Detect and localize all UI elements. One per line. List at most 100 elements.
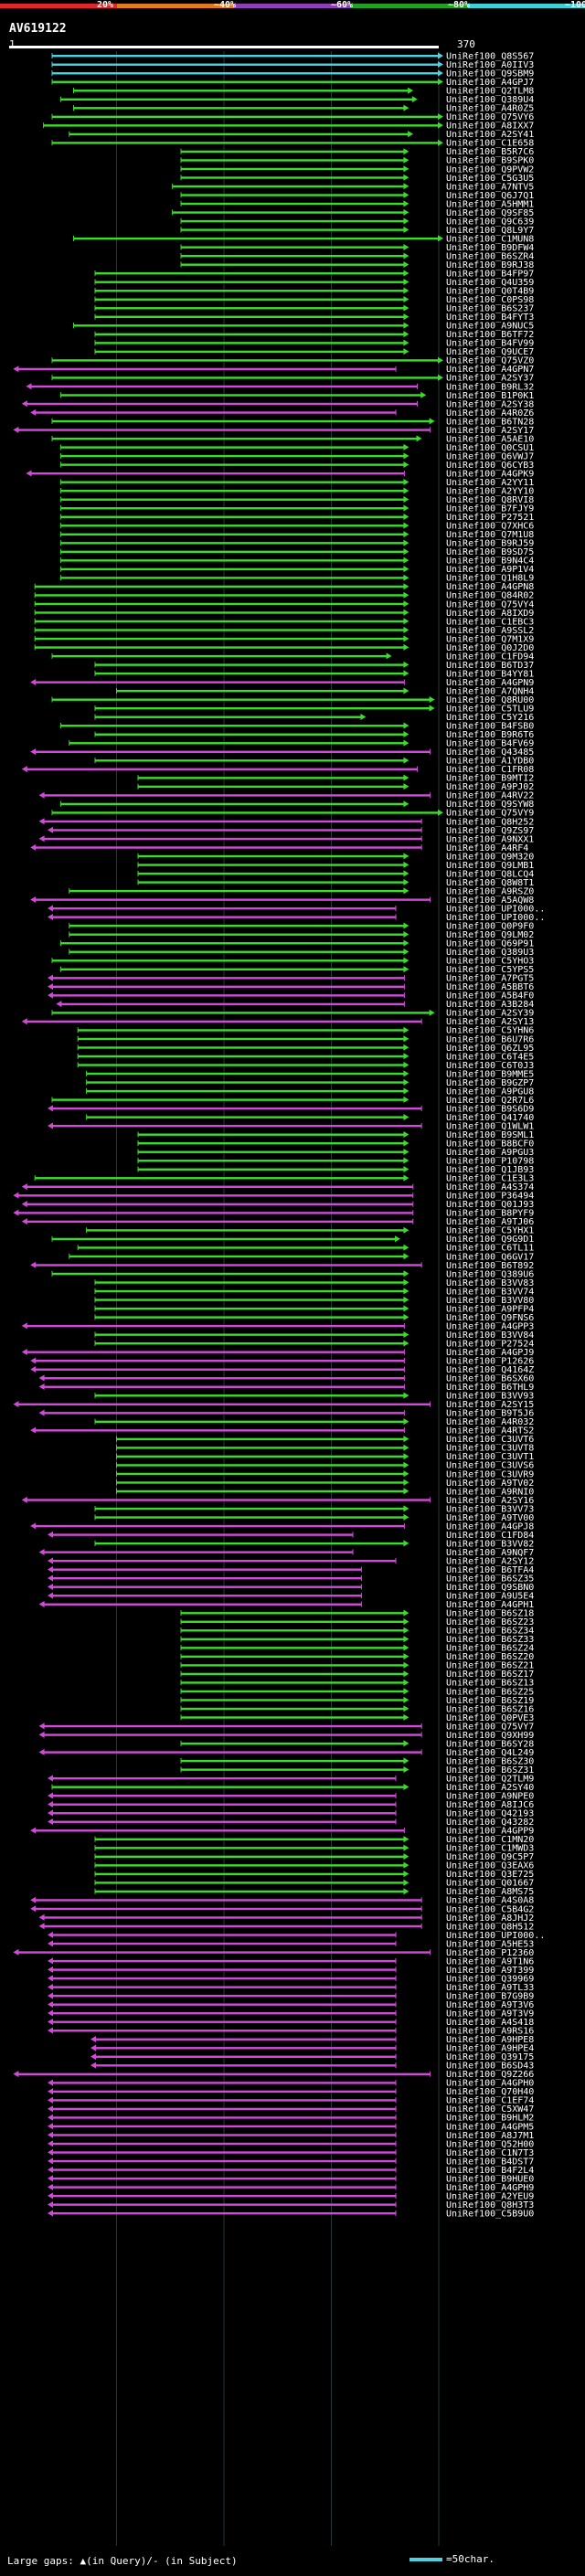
hit-bar[interactable] [26, 768, 418, 771]
hit-bar[interactable] [52, 142, 439, 144]
hit-row[interactable]: UniRef100_Q2TLM8 [73, 87, 534, 97]
hit-row[interactable]: UniRef100_A4GPJ9 [21, 1348, 535, 1358]
hit-bar[interactable] [52, 906, 396, 910]
hit-row[interactable]: UniRef100_B6SZ21 [180, 1661, 535, 1671]
hit-row[interactable]: UniRef100_A2SY40 [51, 1783, 535, 1793]
hit-bar[interactable] [52, 2003, 396, 2006]
hit-row[interactable]: UniRef100_B7FJY9 [59, 504, 534, 514]
hit-bar[interactable] [52, 2142, 396, 2146]
hit-bar[interactable] [26, 1185, 413, 1188]
hit-label[interactable]: UniRef100_B9RJ59 [446, 539, 534, 549]
hit-bar[interactable] [35, 681, 405, 684]
hit-row[interactable]: UniRef100_A8JHJ2 [38, 1913, 535, 1924]
hit-row[interactable]: UniRef100_C0PS98 [94, 295, 535, 305]
hit-bar[interactable] [69, 950, 405, 953]
hit-bar[interactable] [52, 1994, 396, 1998]
hit-bar[interactable] [52, 2107, 396, 2111]
hit-label[interactable]: UniRef100_B6SY28 [446, 1739, 534, 1749]
hit-label[interactable]: UniRef100_C5B9U0 [446, 2209, 534, 2219]
hit-row[interactable]: UniRef100_B3VV82 [94, 1539, 535, 1549]
hit-label[interactable]: UniRef100_B6SZ17 [446, 1670, 534, 1680]
hit-bar[interactable] [35, 1264, 422, 1267]
hit-bar[interactable] [60, 725, 405, 727]
hit-label[interactable]: UniRef100_A4GPP9 [446, 1827, 534, 1837]
hit-label[interactable]: UniRef100_Q9SBM9 [446, 69, 534, 80]
hit-row[interactable]: UniRef100_Q8W8T1 [137, 878, 535, 888]
hit-row[interactable]: UniRef100_Q9M320 [137, 852, 535, 862]
hit-label[interactable]: UniRef100_C1FR08 [446, 765, 534, 775]
hit-row[interactable]: UniRef100_B9RJ38 [180, 260, 535, 270]
hit-bar[interactable] [17, 1951, 431, 1954]
hit-bar[interactable] [52, 1786, 405, 1788]
hit-label[interactable]: UniRef100_B9GZP7 [446, 1078, 534, 1088]
hit-bar[interactable] [60, 942, 405, 945]
hit-label[interactable]: UniRef100_B6SZ35 [446, 1574, 534, 1585]
hit-label[interactable]: UniRef100_A4GPJ7 [446, 78, 534, 88]
hit-row[interactable]: UniRef100_B9DFW4 [180, 243, 535, 253]
hit-row[interactable]: UniRef100_Q9C639 [180, 217, 535, 227]
hit-bar[interactable] [35, 602, 405, 606]
hit-bar[interactable] [35, 898, 431, 901]
hit-row[interactable]: UniRef100_B8PYF9 [13, 1209, 534, 1219]
hit-bar[interactable] [181, 263, 405, 266]
hit-row[interactable]: UniRef100_A4GPH9 [48, 2183, 534, 2193]
hit-label[interactable]: UniRef100_Q2R7L6 [446, 1096, 534, 1106]
hit-label[interactable]: UniRef100_B4FSB0 [446, 722, 534, 732]
hit-label[interactable]: UniRef100_Q6J7Q1 [446, 191, 534, 201]
hit-bar[interactable] [60, 498, 405, 501]
hit-label[interactable]: UniRef100_Q6ZL95 [446, 1044, 534, 1054]
hit-bar[interactable] [116, 689, 405, 693]
hit-bar[interactable] [52, 2125, 396, 2128]
hit-label[interactable]: UniRef100_B9SML1 [446, 1130, 534, 1140]
hit-label[interactable]: UniRef100_A2SY39 [446, 1009, 534, 1019]
hit-label[interactable]: UniRef100_C1E658 [446, 139, 534, 149]
hit-label[interactable]: UniRef100_B6SZ13 [446, 1679, 534, 1689]
hit-bar[interactable] [52, 1795, 396, 1797]
hit-label[interactable]: UniRef100_B6SZ21 [446, 1661, 534, 1671]
hit-bar[interactable] [95, 1289, 405, 1293]
hit-bar[interactable] [52, 1977, 396, 1980]
hit-label[interactable]: UniRef100_B3VV74 [446, 1287, 534, 1297]
hit-row[interactable]: UniRef100_A5AQW8 [30, 896, 534, 906]
hit-label[interactable]: UniRef100_B6SZ16 [446, 1704, 534, 1714]
hit-label[interactable]: UniRef100_A9PGU8 [446, 1087, 534, 1097]
hit-label[interactable]: UniRef100_Q9C5P7 [446, 1852, 534, 1862]
hit-row[interactable]: UniRef100_Q7XHC6 [59, 522, 534, 532]
hit-bar[interactable] [43, 1751, 422, 1754]
hit-label[interactable]: UniRef100_B9T5J6 [446, 1409, 534, 1419]
hit-row[interactable]: UniRef100_C1MWD3 [94, 1844, 535, 1854]
hit-label[interactable]: UniRef100_Q9XH99 [446, 1731, 534, 1741]
hit-label[interactable]: UniRef100_A9TV00 [446, 1513, 534, 1523]
hit-bar[interactable] [138, 777, 405, 779]
hit-bar[interactable] [138, 785, 405, 789]
hit-bar[interactable] [52, 1012, 431, 1014]
hit-label[interactable]: UniRef100_A4GPH1 [446, 1600, 534, 1610]
hit-bar[interactable] [95, 1542, 405, 1545]
hit-bar[interactable] [138, 1160, 405, 1162]
hit-label[interactable]: UniRef100_B6SZ31 [446, 1765, 534, 1776]
hit-label[interactable]: UniRef100_B6SZ33 [446, 1635, 534, 1645]
hit-row[interactable]: UniRef100_B6SX60 [38, 1374, 535, 1384]
hit-label[interactable]: UniRef100_A4RF4 [446, 843, 528, 853]
hit-row[interactable]: UniRef100_A2SY38 [21, 399, 535, 409]
hit-bar[interactable] [52, 916, 396, 918]
hit-row[interactable]: UniRef100_C1E3L3 [34, 1174, 535, 1184]
hit-bar[interactable] [35, 594, 405, 597]
hit-label[interactable]: UniRef100_Q9FNS6 [446, 1313, 534, 1323]
hit-bar[interactable] [60, 550, 405, 554]
hit-row[interactable]: UniRef100_B4FV69 [69, 739, 534, 749]
hit-row[interactable]: UniRef100_B6SZ17 [180, 1670, 535, 1680]
hit-row[interactable]: UniRef100_A8J7M1 [48, 2131, 534, 2141]
hit-row[interactable]: UniRef100_C1E658 [51, 139, 535, 149]
hit-row[interactable]: UniRef100_B4F2L4 [48, 2166, 534, 2176]
hit-label[interactable]: UniRef100_Q1WLW1 [446, 1121, 534, 1131]
hit-row[interactable]: UniRef100_UPI000.. [48, 913, 545, 923]
hit-row[interactable]: UniRef100_B6SZ34 [180, 1627, 535, 1637]
hit-row[interactable]: UniRef100_C1EBC3 [34, 617, 535, 627]
hit-label[interactable]: UniRef100_C3UVT8 [446, 1444, 534, 1454]
hit-row[interactable]: UniRef100_B9R6T6 [94, 730, 535, 740]
hit-row[interactable]: UniRef100_B9GZP7 [86, 1078, 534, 1088]
hit-bar[interactable] [181, 1638, 405, 1641]
hit-row[interactable]: UniRef100_C1MN20 [94, 1835, 535, 1845]
hit-row[interactable]: UniRef100_A4GPH1 [38, 1600, 535, 1610]
